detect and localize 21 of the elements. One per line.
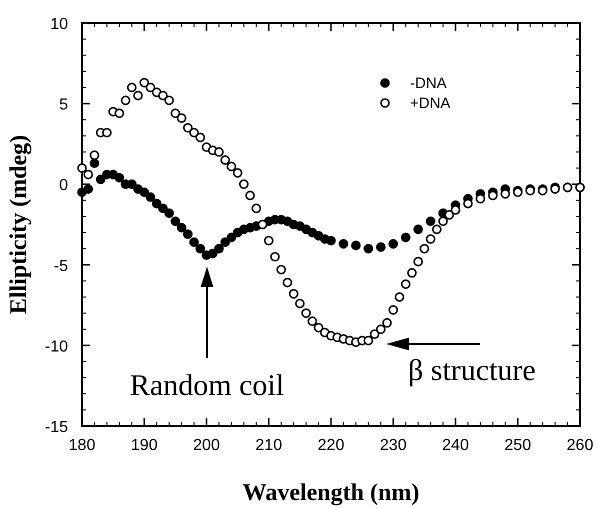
y-tick-label: 10 xyxy=(50,16,68,33)
y-tick-label: -15 xyxy=(44,419,68,436)
y-tick-label: -10 xyxy=(44,338,68,356)
x-tick-label: 190 xyxy=(130,437,158,454)
annotation: Random coil xyxy=(130,369,284,402)
y-tick-label: -5 xyxy=(54,258,68,275)
y-tick-label: 5 xyxy=(59,96,68,114)
x-tick-label: 240 xyxy=(442,437,469,454)
legend-label: -DNA xyxy=(410,75,447,92)
x-tick-label: 210 xyxy=(255,437,282,454)
x-tick-label: 230 xyxy=(380,437,407,454)
y-tick-label: 0 xyxy=(59,177,68,194)
annotation: β structure xyxy=(408,354,536,387)
x-tick-label: 220 xyxy=(318,437,344,454)
x-axis-title: Wavelength (nm) xyxy=(242,480,420,506)
x-tick-label: 260 xyxy=(566,437,594,454)
y-axis-title: Ellipticity (mdeg) xyxy=(6,134,32,314)
x-tick-label: 180 xyxy=(68,437,96,454)
x-tick-label: 250 xyxy=(504,437,532,454)
x-tick-label: 200 xyxy=(193,437,220,454)
legend-label: +DNA xyxy=(410,95,450,112)
